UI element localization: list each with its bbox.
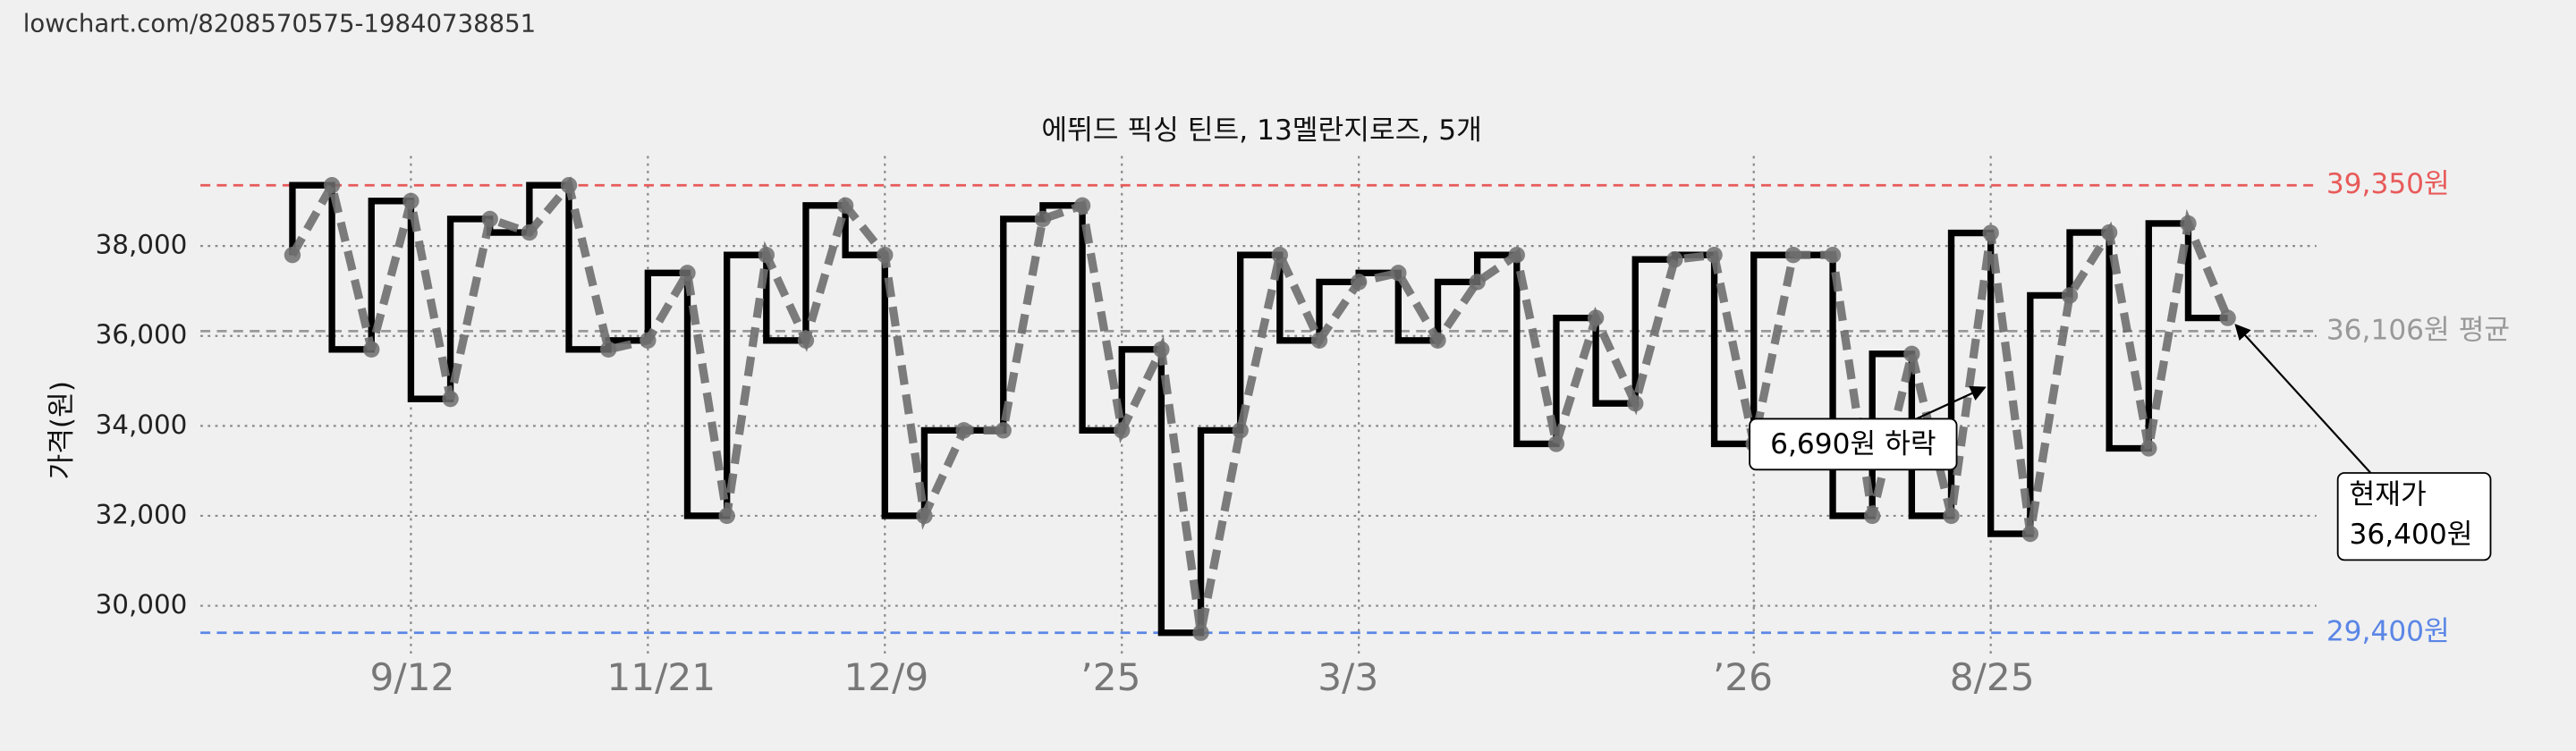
price-point (2180, 215, 2197, 232)
price-point (1666, 251, 1683, 268)
price-point (1587, 309, 1605, 326)
price-point (1232, 422, 1249, 439)
price-point (1943, 507, 1960, 525)
price-point (363, 341, 380, 359)
price-point (521, 224, 538, 241)
price-point (1310, 332, 1328, 349)
price-point (797, 332, 815, 349)
annotation-text: 36,400원 (2350, 519, 2473, 551)
price-point (995, 422, 1012, 439)
price-point (284, 247, 301, 264)
reference-label: 39,350원 (2326, 168, 2450, 200)
price-point (836, 197, 854, 215)
x-tick-label: 3/3 (1318, 655, 1378, 699)
price-point (442, 390, 459, 408)
annotation-box (1749, 418, 1958, 471)
price-point (1982, 224, 1999, 241)
x-tick-label: 8/25 (1950, 655, 2035, 699)
price-point (679, 265, 696, 282)
price-point (2061, 287, 2079, 304)
price-point (1390, 265, 1407, 282)
annotation-text: 6,690원 하락 (1770, 428, 1936, 460)
price-point (600, 341, 617, 359)
price-point (560, 177, 578, 194)
price-point (1784, 247, 1802, 264)
chart-title: 에뛰드 픽싱 틴트, 13멜란지로즈, 5개 (1041, 114, 1482, 147)
x-tick-label: 9/12 (369, 655, 454, 699)
x-tick-label: ’26 (1713, 655, 1773, 699)
price-point (2219, 309, 2236, 326)
y-tick-label: 36,000 (96, 319, 188, 350)
price-point (1429, 332, 1446, 349)
y-tick-label: 34,000 (96, 409, 188, 440)
price-point (640, 332, 657, 349)
x-tick-label: 12/9 (843, 655, 928, 699)
price-point (758, 247, 775, 264)
price-point (718, 507, 735, 525)
price-point (955, 422, 972, 439)
price-point (1508, 247, 1525, 264)
price-point (1114, 422, 1131, 439)
price-point (2140, 440, 2157, 457)
price-point (1469, 274, 1486, 291)
y-tick-label: 32,000 (96, 499, 188, 529)
price-point (2021, 525, 2039, 543)
price-point (1073, 197, 1091, 215)
reference-label: 36,106원 평균 (2326, 314, 2510, 346)
annotation-arrow (2234, 324, 2372, 474)
price-point (2100, 224, 2118, 241)
price-point (481, 210, 498, 228)
annotation-arrow (1905, 385, 1987, 425)
reference-label: 29,400원 (2326, 616, 2450, 648)
annotation-text: 현재가 (2350, 479, 2427, 511)
price-point (1350, 274, 1368, 291)
price-point (402, 192, 419, 210)
price-point (1547, 435, 1565, 452)
price-point (1153, 341, 1170, 359)
price-point (1192, 624, 1209, 641)
price-point (1903, 345, 1920, 363)
x-tick-label: 11/21 (606, 655, 716, 699)
y-tick-label: 38,000 (96, 230, 188, 260)
price-point (323, 177, 341, 194)
price-point (1627, 395, 1644, 412)
source-url: lowchart.com/8208570575-19840738851 (23, 10, 537, 38)
price-point (1706, 247, 1723, 264)
price-point (916, 507, 933, 525)
annotation-box (2336, 472, 2492, 561)
x-tick-label: ’25 (1080, 655, 1140, 699)
price-point (1824, 247, 1842, 264)
price-point (1864, 507, 1881, 525)
y-tick-label: 30,000 (96, 589, 188, 620)
price-point (1034, 210, 1052, 228)
price-point (1271, 247, 1289, 264)
y-axis-label: 가격(원) (46, 381, 78, 480)
price-point (877, 247, 894, 264)
